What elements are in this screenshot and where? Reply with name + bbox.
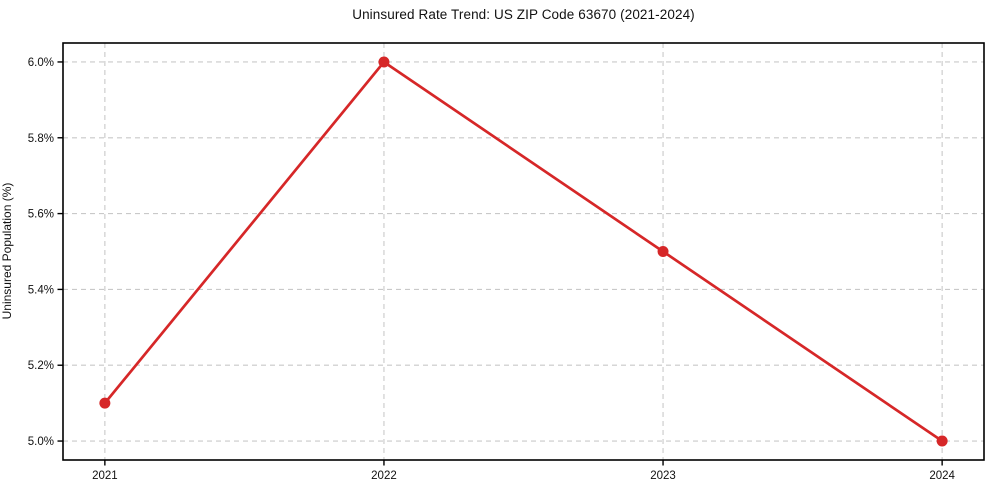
x-tick-label: 2024: [929, 470, 955, 482]
y-tick-label: 6.0%: [28, 57, 54, 69]
y-tick-label: 5.0%: [28, 436, 54, 448]
data-point: [657, 246, 669, 257]
chart-title: Uninsured Rate Trend: US ZIP Code 63670 …: [352, 7, 695, 22]
plot-border: [62, 42, 985, 461]
x-tick-label: 2022: [371, 470, 397, 482]
data-point: [99, 397, 111, 409]
y-tick-label: 5.8%: [28, 133, 54, 145]
data-point: [936, 435, 948, 447]
trend-line: [103, 60, 944, 443]
y-tick-label: 5.6%: [28, 209, 54, 221]
x-tick-label: 2023: [650, 470, 676, 482]
x-tick-label: 2021: [92, 470, 118, 482]
y-tick-label: 5.2%: [28, 360, 54, 372]
data-point: [378, 56, 390, 68]
y-tick-label: 5.4%: [28, 284, 54, 296]
